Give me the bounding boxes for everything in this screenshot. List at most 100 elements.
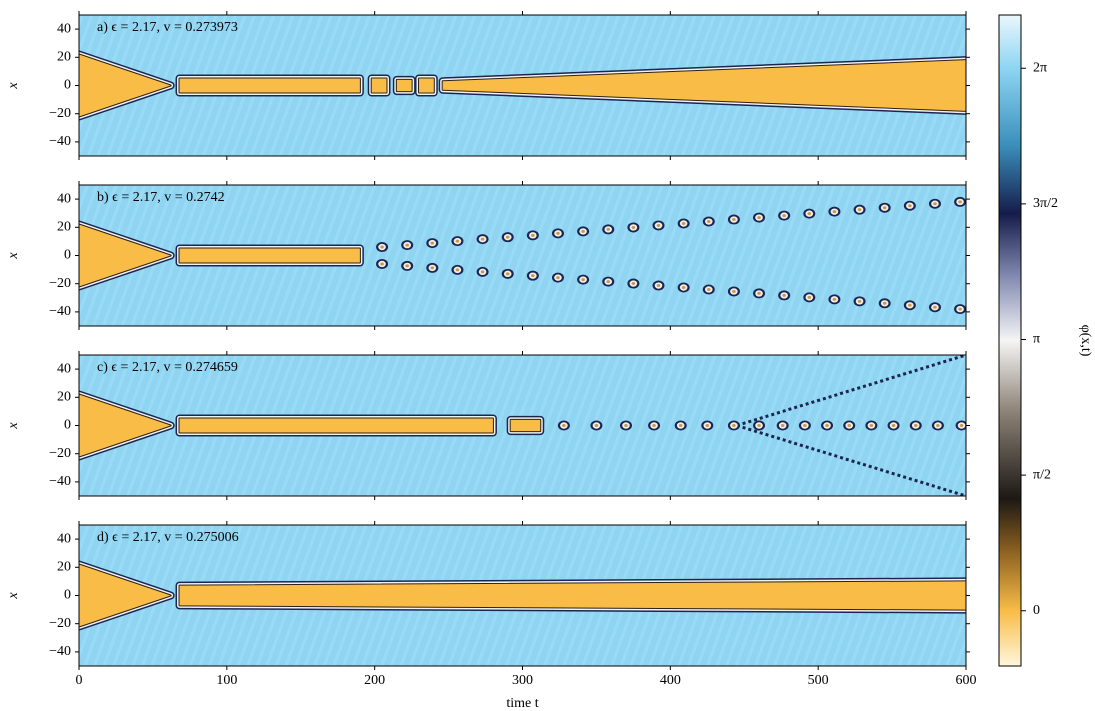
blob-center	[706, 287, 711, 291]
blob-center	[556, 276, 560, 280]
blob-center	[732, 289, 736, 293]
blob-center	[480, 237, 485, 241]
field-region	[79, 564, 171, 627]
panel-title: d) ϵ = 2.17, v = 0.275006	[97, 530, 239, 545]
blob-center	[757, 424, 761, 427]
y-tick-label: 20	[57, 560, 71, 575]
field-region	[179, 418, 493, 433]
heatmap-panel	[79, 185, 966, 326]
y-tick-label: 0	[64, 588, 71, 603]
blob-center	[857, 299, 862, 303]
blob-center	[782, 214, 786, 218]
blob-center	[913, 424, 918, 427]
y-tick-label: 40	[57, 361, 71, 376]
blob-center	[908, 303, 912, 307]
blob-center	[705, 424, 710, 427]
blob-center	[832, 297, 837, 301]
field-region	[371, 78, 387, 93]
x-axis-label: time t	[506, 696, 538, 711]
blob-center	[807, 212, 812, 216]
y-tick-label: −20	[49, 276, 71, 291]
y-tick-label: 0	[64, 78, 71, 93]
blob-center	[380, 262, 384, 266]
blob-center	[936, 424, 940, 427]
panel-title: a) ϵ = 2.17, v = 0.273973	[97, 20, 238, 35]
field-region	[79, 224, 171, 287]
field-region	[179, 581, 966, 610]
colorbar-tick-label: 0	[1033, 603, 1040, 618]
blob-center	[581, 278, 585, 282]
y-axis-label: x	[6, 592, 21, 600]
radiation-ray	[736, 424, 966, 496]
blob-center	[757, 291, 761, 295]
field-region	[79, 54, 171, 117]
blob-center	[631, 282, 636, 286]
y-tick-label: −40	[49, 304, 71, 319]
x-tick-label: 600	[956, 673, 977, 688]
y-tick-label: −20	[49, 446, 71, 461]
region-outline	[79, 393, 172, 458]
x-tick-label: 300	[512, 673, 533, 688]
blob-center	[656, 223, 661, 227]
blob-center	[891, 424, 896, 427]
blob-center	[531, 233, 535, 237]
y-axis-label: x	[6, 422, 21, 430]
y-tick-label: 20	[57, 220, 71, 235]
blob-center	[531, 274, 535, 278]
blob-center	[782, 293, 786, 297]
heatmap-panel	[79, 15, 966, 156]
x-tick-label: 200	[364, 673, 385, 688]
blob-center	[430, 266, 435, 270]
y-tick-label: −20	[49, 106, 71, 121]
blob-center	[757, 216, 761, 220]
panel-title: b) ϵ = 2.17, v = 0.2742	[97, 190, 225, 205]
blob-center	[652, 424, 656, 427]
x-tick-label: 100	[216, 673, 237, 688]
colorbar-tick-label: π	[1033, 332, 1040, 347]
panel-title: c) ϵ = 2.17, v = 0.274659	[97, 360, 238, 375]
blob-center	[405, 243, 409, 247]
y-axis-label: x	[6, 252, 21, 260]
blob-center	[933, 305, 937, 309]
blob-center	[882, 206, 887, 210]
blob-center	[656, 284, 661, 288]
blob-center	[505, 272, 510, 276]
y-tick-label: 40	[57, 21, 71, 36]
colorbar-tick-label: 2π	[1033, 60, 1047, 75]
blob-center	[959, 424, 964, 427]
blob-center	[732, 424, 736, 427]
colorbar-tick-label: 3π/2	[1033, 196, 1058, 211]
blob-center	[933, 202, 937, 206]
blob-center	[480, 270, 485, 274]
heatmap-panel	[79, 355, 966, 496]
blob-center	[678, 424, 683, 427]
blob-center	[732, 218, 736, 222]
field-region	[179, 248, 360, 263]
blob-center	[606, 280, 611, 284]
field-region	[510, 419, 541, 432]
field-region	[442, 60, 966, 111]
y-tick-label: −40	[49, 134, 71, 149]
blob-center	[706, 220, 711, 224]
blob-center	[958, 200, 962, 204]
y-tick-label: 20	[57, 50, 71, 65]
blob-center	[430, 241, 435, 245]
y-axis-label: x	[6, 82, 21, 90]
blob-center	[857, 208, 862, 212]
y-tick-label: −40	[49, 644, 71, 659]
blob-center	[832, 210, 837, 214]
y-tick-label: 0	[64, 418, 71, 433]
blob-center	[908, 204, 912, 208]
blob-center	[825, 424, 829, 427]
blob-center	[505, 235, 510, 239]
blob-center	[882, 301, 887, 305]
blob-center	[455, 239, 460, 243]
field-region	[179, 78, 360, 93]
x-tick-label: 400	[660, 673, 681, 688]
blob-center	[869, 424, 874, 427]
field-region	[419, 78, 434, 93]
blob-center	[631, 225, 636, 229]
field-region	[396, 79, 412, 92]
blob-center	[803, 424, 807, 427]
